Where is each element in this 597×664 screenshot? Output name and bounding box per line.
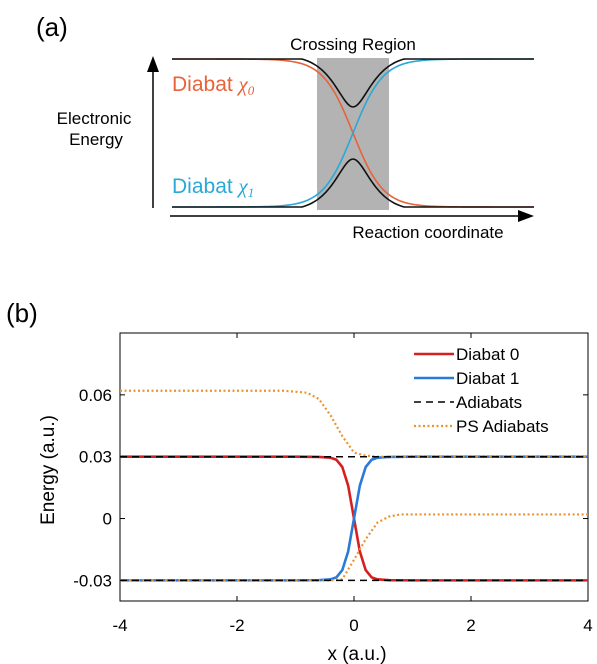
upper-adiabat-curve xyxy=(172,58,534,108)
y-axis-label-line1: Electronic xyxy=(57,109,132,128)
y-axis-arrowhead xyxy=(147,56,159,72)
x-tick-labels: -4 -2 0 2 4 xyxy=(112,616,592,635)
x-axis-arrowhead xyxy=(518,210,534,222)
x-tick-label: 0 xyxy=(349,616,358,635)
y-axis-label-line2: Energy xyxy=(69,130,123,149)
legend: Diabat 0 Diabat 1 Adiabats PS Adiabats xyxy=(414,345,549,436)
legend-entry-label: Diabat 0 xyxy=(456,345,519,364)
y-tick-label: 0.06 xyxy=(79,386,112,405)
panel-a-label: (a) xyxy=(36,12,68,42)
panel-a: (a) Crossing Region Electronic Energy Re… xyxy=(36,12,534,242)
panel-b: (b) -4 -2 0 2 4 -0.03 0 0.03 0.06 x (a.u.) Ener… xyxy=(6,298,593,664)
x-tick-label: 4 xyxy=(583,616,592,635)
legend-entry-label: Diabat 1 xyxy=(456,369,519,388)
panel-b-label: (b) xyxy=(6,298,38,328)
legend-entry-label: Adiabats xyxy=(456,393,522,412)
y-axis-title: Energy (a.u.) xyxy=(38,415,59,525)
y-tick-label: -0.03 xyxy=(73,571,112,590)
diabat0-label: Diabat χ0 xyxy=(172,72,255,98)
x-axis-title: x (a.u.) xyxy=(327,644,386,664)
y-tick-labels: -0.03 0 0.03 0.06 xyxy=(73,386,112,591)
diabat1-label: Diabat χ1 xyxy=(172,174,254,200)
crossing-region-label: Crossing Region xyxy=(290,35,416,54)
lower-adiabat-curve xyxy=(172,158,534,208)
x-tick-label: -2 xyxy=(229,616,244,635)
panel-b-plot xyxy=(119,332,589,602)
y-tick-label: 0.03 xyxy=(79,448,112,467)
y-tick-label: 0 xyxy=(103,510,112,529)
x-axis-label: Reaction coordinate xyxy=(352,223,503,242)
x-tick-label: -4 xyxy=(112,616,127,635)
legend-entry-label: PS Adiabats xyxy=(456,417,549,436)
x-tick-label: 2 xyxy=(466,616,475,635)
